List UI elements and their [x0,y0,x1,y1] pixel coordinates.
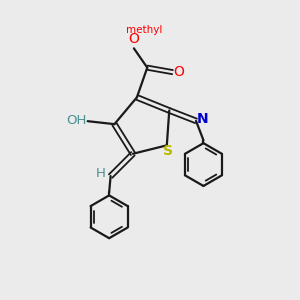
Text: O: O [128,32,139,46]
Text: S: S [163,144,173,158]
Text: H: H [96,167,106,180]
Text: N: N [197,112,208,126]
Text: methyl: methyl [126,25,163,35]
Text: O: O [174,65,184,79]
Text: OH: OH [66,114,86,127]
